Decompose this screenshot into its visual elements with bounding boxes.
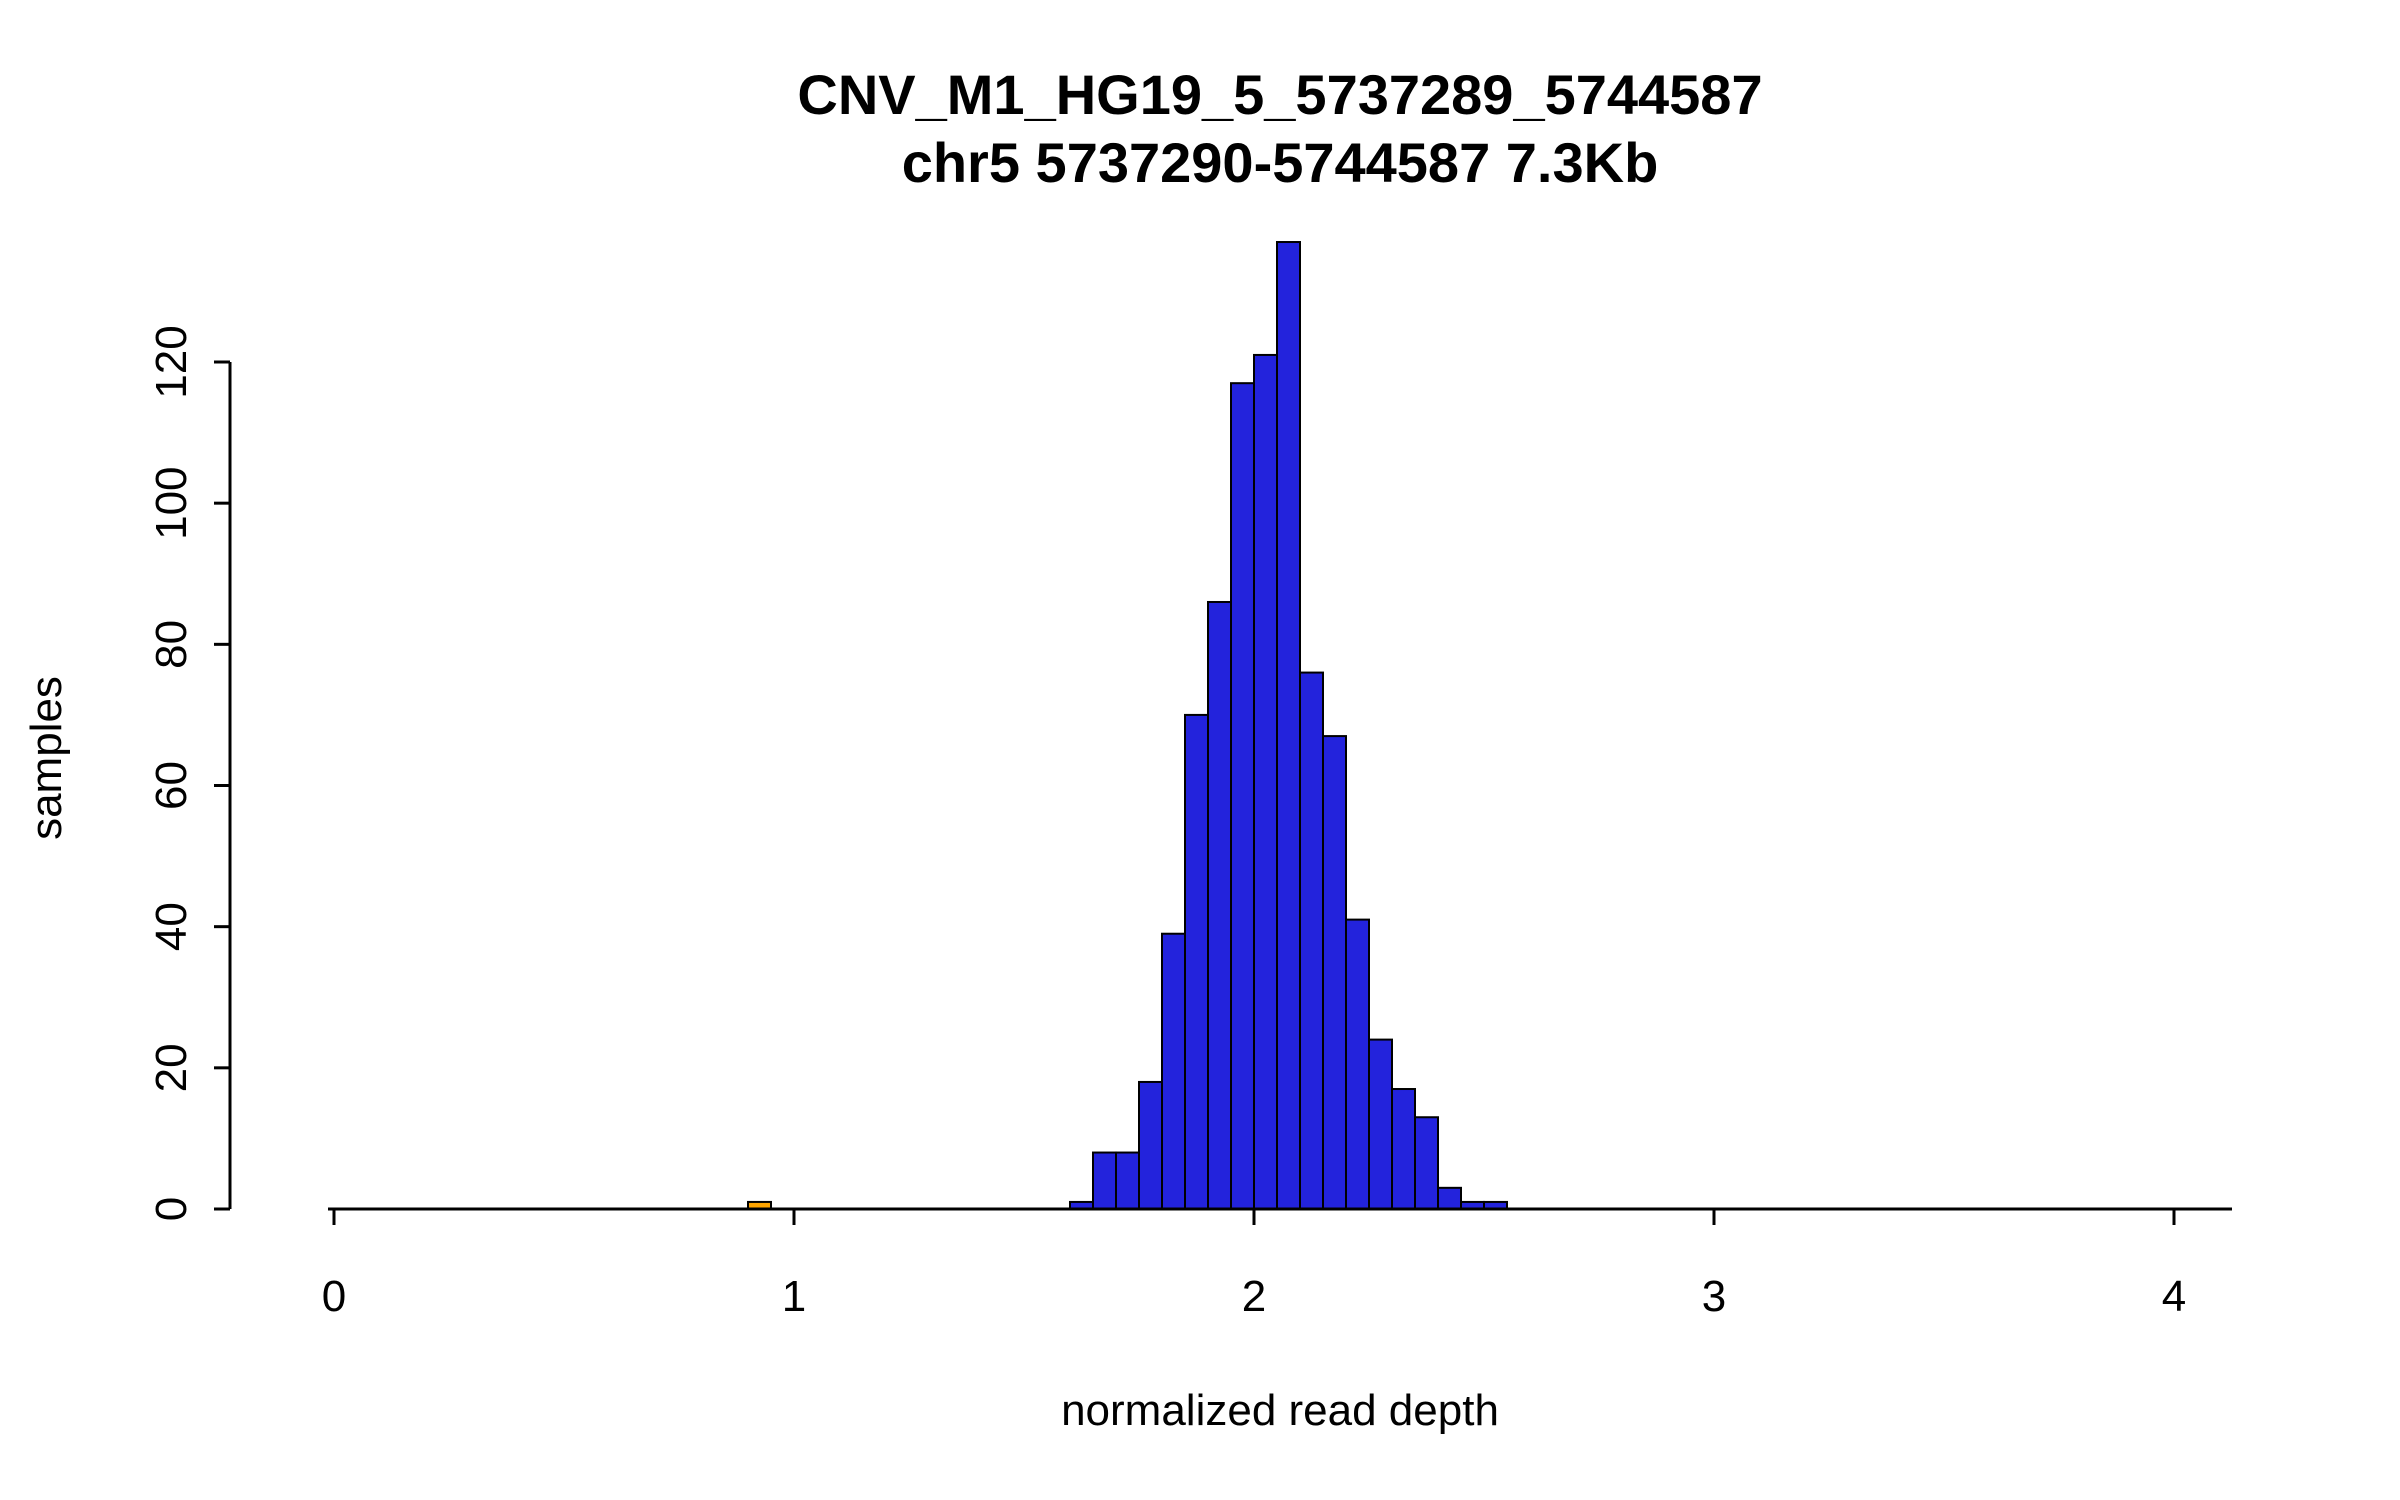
y-tick-label: 80 — [147, 620, 196, 669]
y-tick-label: 120 — [147, 325, 196, 398]
histogram-bar — [1161, 932, 1186, 1210]
histogram-bar — [1184, 713, 1209, 1211]
x-tick-label: 3 — [1702, 1272, 1726, 1321]
histogram-bar — [1230, 382, 1255, 1210]
histogram-bar — [1322, 735, 1347, 1210]
histogram-bar — [1138, 1080, 1163, 1210]
y-tick-label: 40 — [147, 902, 196, 951]
x-tick-label: 0 — [322, 1272, 346, 1321]
x-tick-label: 2 — [1242, 1272, 1266, 1321]
histogram-bar — [1368, 1038, 1393, 1210]
histogram-bar — [1092, 1151, 1117, 1210]
histogram-bar — [1253, 353, 1278, 1211]
y-tick-label: 20 — [147, 1043, 196, 1092]
histogram-bar — [1391, 1088, 1416, 1210]
histogram-bar — [1276, 241, 1301, 1210]
histogram-bar — [1345, 918, 1370, 1210]
chart-subtitle: chr5 5737290-5744587 7.3Kb — [901, 131, 1659, 194]
x-tick-label: 1 — [782, 1272, 806, 1321]
histogram-bar — [1414, 1116, 1439, 1211]
histogram-bar — [1115, 1151, 1140, 1210]
y-tick-label: 0 — [147, 1197, 196, 1221]
histogram-bar — [1207, 600, 1232, 1210]
histogram-bar — [1437, 1186, 1462, 1210]
chart-title: CNV_M1_HG19_5_5737289_5744587 — [797, 63, 1763, 126]
y-axis-title: samples — [22, 676, 71, 840]
y-tick-label: 100 — [147, 466, 196, 539]
x-axis-title: normalized read depth — [1061, 1386, 1499, 1435]
histogram-bar — [1299, 671, 1324, 1210]
x-tick-label: 4 — [2162, 1272, 2186, 1321]
y-tick-label: 60 — [147, 761, 196, 810]
